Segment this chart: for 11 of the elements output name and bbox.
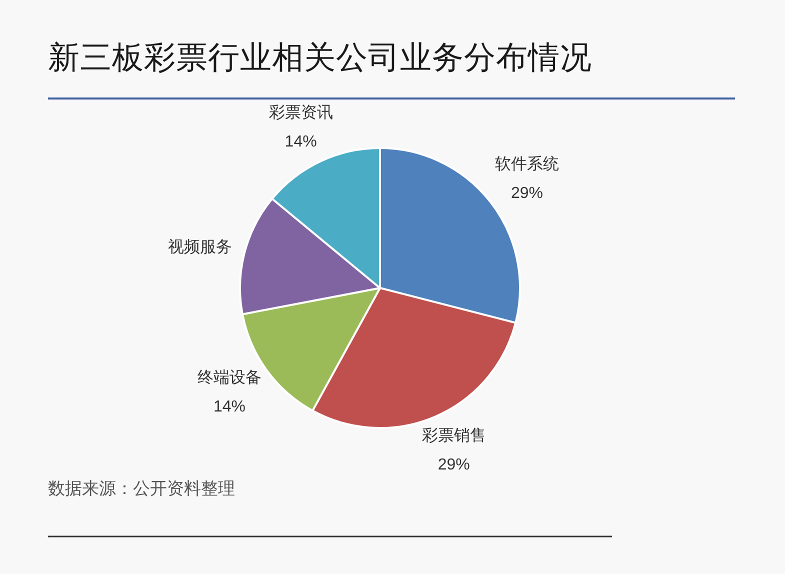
data-label: 14%	[284, 133, 317, 150]
slice-label: 视频服务	[168, 238, 232, 256]
data-label: 29%	[438, 456, 470, 474]
slice-label: 软件系统	[494, 155, 559, 174]
title: 新三板彩票行业相关公司业务分布情况	[48, 39, 592, 75]
data-label: 14%	[214, 398, 246, 416]
slice-label: 彩票销售	[422, 427, 486, 444]
slice-label: 彩票资讯	[268, 103, 333, 122]
data-label: 29%	[510, 185, 543, 202]
slice-label: 终端设备	[198, 368, 262, 386]
annotation: 数据来源：公开资料整理	[48, 479, 235, 498]
